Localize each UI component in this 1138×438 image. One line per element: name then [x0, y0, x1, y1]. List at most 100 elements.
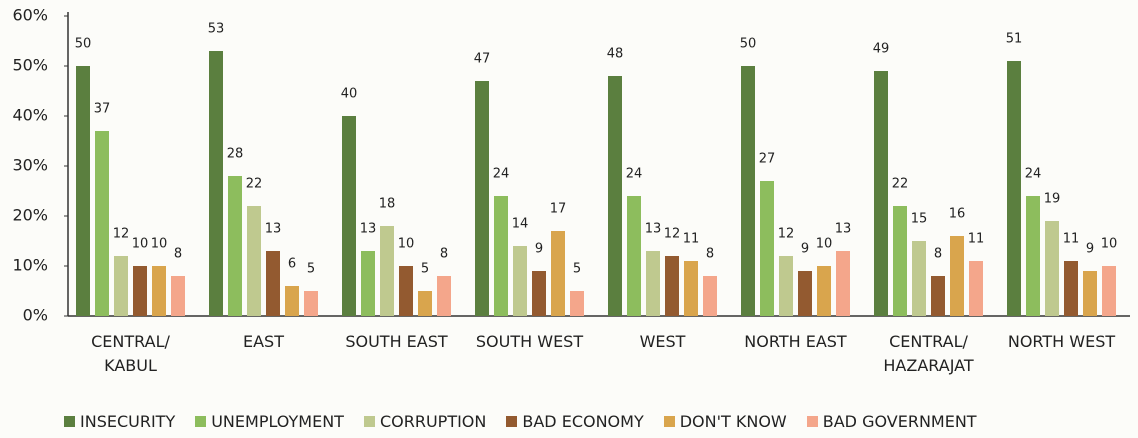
legend-label: INSECURITY	[80, 412, 176, 431]
data-label: 53	[208, 22, 225, 37]
bar	[779, 256, 793, 316]
bar	[931, 276, 945, 316]
data-label: 8	[706, 247, 714, 262]
y-tick-label: 30%	[12, 156, 48, 175]
data-label: 11	[683, 232, 700, 247]
y-tick-label: 50%	[12, 56, 48, 75]
x-tick-label: WEST	[639, 332, 686, 351]
x-tick-label: NORTH EAST	[744, 332, 847, 351]
legend-swatch	[506, 416, 518, 427]
data-label: 10	[398, 237, 415, 252]
data-label: 6	[288, 257, 296, 272]
bar	[1026, 196, 1040, 316]
bar	[1045, 221, 1059, 316]
bar	[817, 266, 831, 316]
data-label: 10	[1101, 237, 1118, 252]
data-label: 10	[816, 237, 833, 252]
data-label: 5	[573, 262, 581, 277]
x-tick-label: NORTH WEST	[1007, 332, 1116, 351]
bar	[551, 231, 565, 316]
bar	[798, 271, 812, 316]
legend-swatch	[363, 416, 375, 427]
data-label: 13	[835, 222, 852, 237]
legend-item: BAD ECONOMY	[506, 412, 644, 431]
data-label: 47	[474, 52, 491, 67]
bar	[950, 236, 964, 316]
data-label: 49	[873, 42, 890, 57]
bar	[893, 206, 907, 316]
legend-item: DON'T KNOW	[663, 412, 787, 431]
bar	[228, 176, 242, 316]
bar	[95, 131, 109, 316]
bar	[342, 116, 356, 316]
bar	[627, 196, 641, 316]
data-label: 50	[75, 37, 92, 52]
data-label: 15	[911, 212, 928, 227]
y-tick-label: 10%	[12, 256, 48, 275]
legend-label: BAD ECONOMY	[522, 412, 644, 431]
bar	[741, 66, 755, 316]
legend-item: BAD GOVERNMENT	[806, 412, 977, 431]
y-tick-label: 60%	[12, 6, 48, 25]
bar	[665, 256, 679, 316]
bar	[361, 251, 375, 316]
data-label: 24	[1025, 167, 1042, 182]
data-label: 5	[307, 262, 315, 277]
bar	[266, 251, 280, 316]
data-label: 17	[550, 202, 567, 217]
y-tick-label: 0%	[23, 306, 48, 325]
data-label: 5	[421, 262, 429, 277]
bar	[1102, 266, 1116, 316]
bar	[380, 226, 394, 316]
data-label: 9	[801, 242, 809, 257]
legend-label: DON'T KNOW	[679, 412, 787, 431]
legend-label: CORRUPTION	[379, 412, 487, 431]
legend-item: UNEMPLOYMENT	[195, 412, 344, 431]
legend-item: INSECURITY	[64, 412, 175, 431]
bar	[532, 271, 546, 316]
data-label: 13	[265, 222, 282, 237]
x-tick-label: CENTRAL/ KABUL	[91, 332, 170, 375]
data-label: 22	[892, 177, 909, 192]
bar	[76, 66, 90, 316]
x-tick-label: SOUTH EAST	[345, 332, 448, 351]
data-label: 9	[535, 242, 543, 257]
bar	[1083, 271, 1097, 316]
bar	[399, 266, 413, 316]
data-label: 28	[227, 147, 244, 162]
data-label: 8	[934, 247, 942, 262]
x-tick-label: EAST	[243, 332, 284, 351]
bar	[836, 251, 850, 316]
data-label: 12	[113, 227, 130, 242]
data-label: 24	[493, 167, 510, 182]
bar	[570, 291, 584, 316]
y-tick-label: 20%	[12, 206, 48, 225]
data-label: 11	[1063, 232, 1080, 247]
legend-swatch	[64, 416, 75, 427]
legend-label: BAD GOVERNMENT	[822, 412, 977, 431]
bar	[247, 206, 261, 316]
y-tick-label: 40%	[12, 106, 48, 125]
bar	[874, 71, 888, 316]
bar	[152, 266, 166, 316]
data-label: 27	[759, 152, 776, 167]
bar	[209, 51, 223, 316]
bar	[1007, 61, 1021, 316]
bar	[494, 196, 508, 316]
bar	[646, 251, 660, 316]
bar	[513, 246, 527, 316]
data-label: 14	[512, 217, 529, 232]
bar	[684, 261, 698, 316]
legend-swatch	[806, 416, 818, 427]
data-label: 24	[626, 167, 643, 182]
data-label: 8	[440, 247, 448, 262]
bar	[760, 181, 774, 316]
bar	[133, 266, 147, 316]
bar	[418, 291, 432, 316]
legend: INSECURITY UNEMPLOYMENT CORRUPTION BAD ECON…	[64, 412, 977, 431]
data-label: 10	[132, 237, 149, 252]
bar	[475, 81, 489, 316]
data-label: 9	[1086, 242, 1094, 257]
